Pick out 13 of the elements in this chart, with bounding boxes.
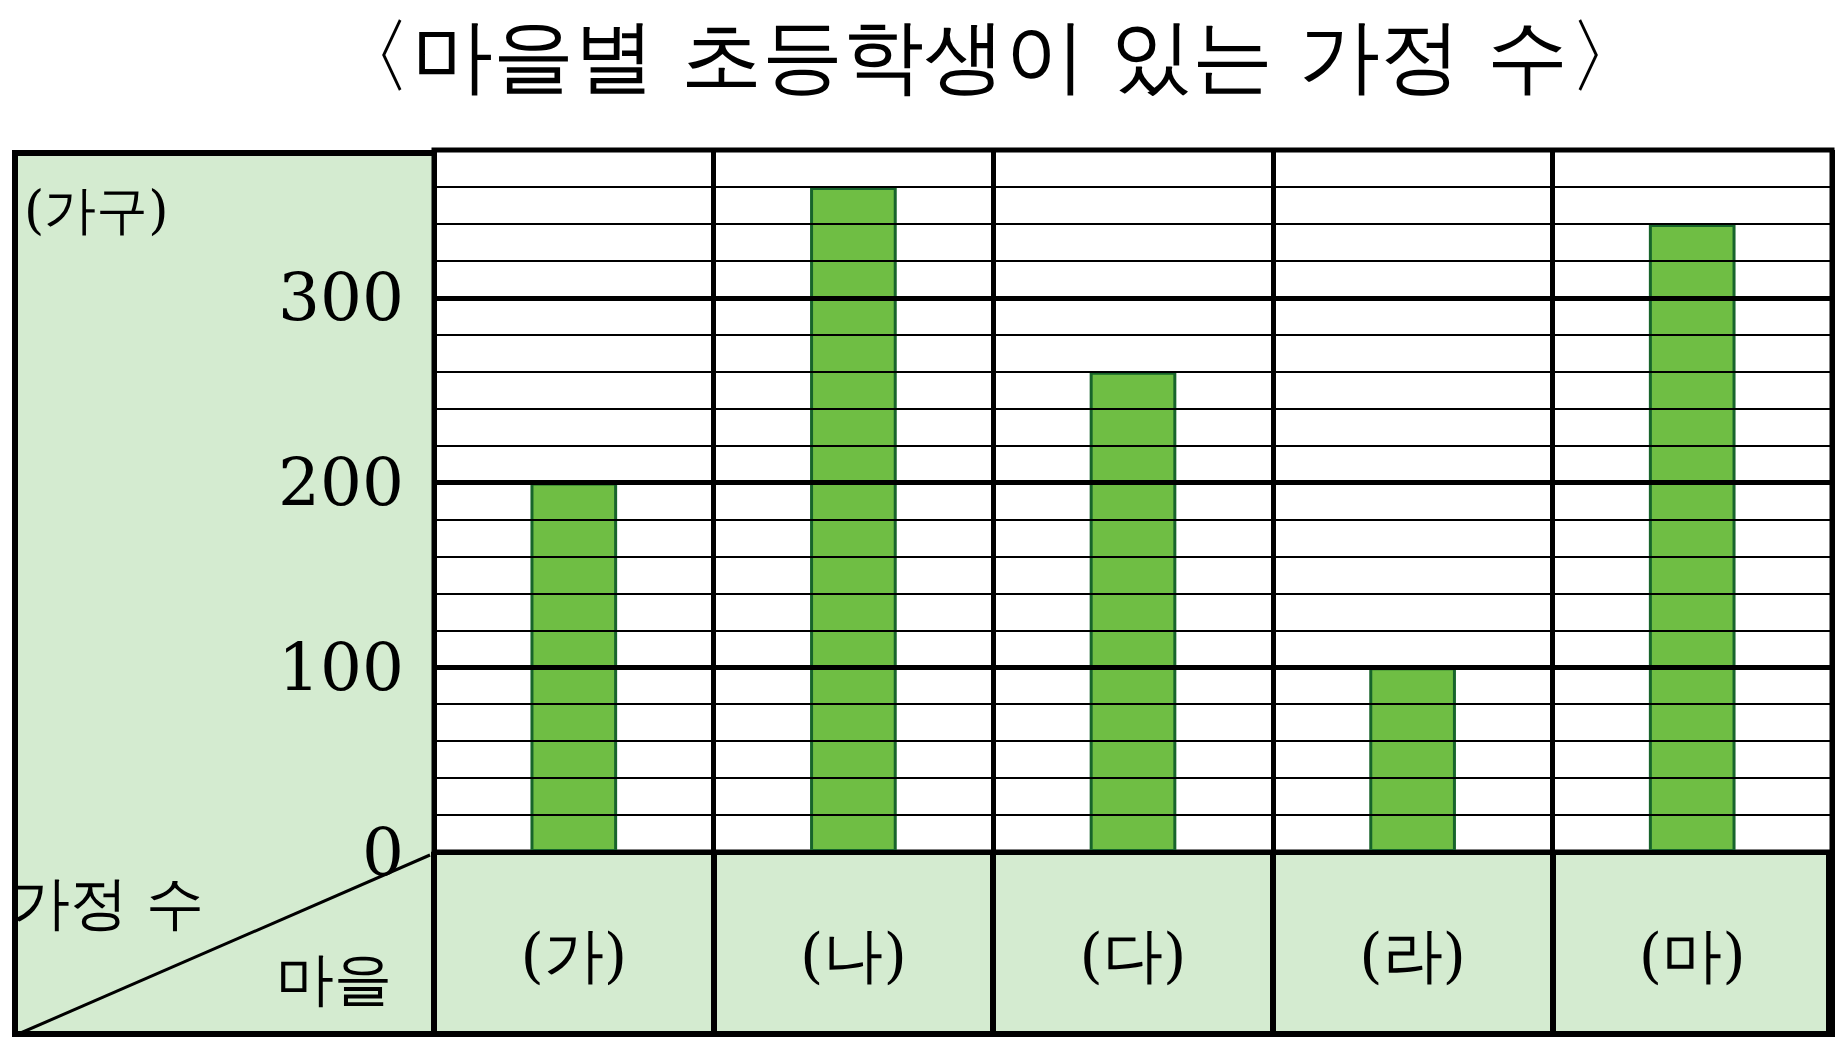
y-tick-label: 200 — [278, 444, 404, 522]
x-tick-label: (가) — [520, 920, 628, 990]
x-tick-label: (마) — [1638, 920, 1746, 990]
y-tick-label: 0 — [362, 813, 404, 891]
y-tick-label: 100 — [278, 628, 404, 706]
x-tick-label: (라) — [1359, 920, 1467, 990]
x-axis-title: 마을 — [276, 945, 392, 1013]
x-tick-label: (다) — [1079, 920, 1187, 990]
y-tick-label: 300 — [278, 259, 404, 337]
chart-title: 〈마을별 초등학생이 있는 가정 수〉 — [331, 8, 1649, 103]
text: (가구) — [24, 180, 169, 240]
x-tick-label: (나) — [799, 920, 907, 990]
y-axis-title: 가정 수 — [12, 869, 205, 937]
